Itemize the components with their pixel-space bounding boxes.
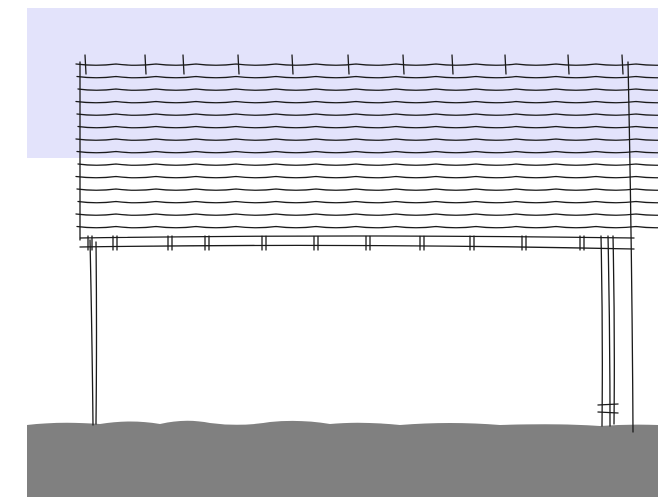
slat [76,188,658,191]
brace [597,403,619,414]
slat [76,150,658,154]
ground [27,420,658,497]
rafter-tick [84,54,87,75]
slat [77,163,658,166]
rafter-tick [144,54,147,75]
slat [75,100,658,104]
rafter-tick [621,54,624,75]
rafter-tick [402,54,405,75]
slat [77,88,658,91]
slat [76,113,658,116]
rafter-tick [182,54,185,75]
rafter-tick [347,54,350,75]
joist [579,235,585,251]
slat [76,225,658,229]
rafter-tick [567,54,570,75]
right-post [600,235,603,427]
beam [79,235,635,250]
right-post [607,235,611,427]
joist [469,235,475,251]
slat [75,138,658,141]
slat [77,125,658,129]
slat [75,213,658,216]
sky [27,8,658,158]
joist [87,235,93,251]
joist [261,235,267,251]
structure [75,54,658,433]
slat [75,63,658,66]
slat [77,200,658,204]
rafter-tick [237,54,240,75]
joist [112,235,118,251]
left-post [89,239,94,426]
joist [419,235,425,251]
rafter-tick [504,54,507,75]
rafter-tick [451,54,454,75]
joist [167,235,173,251]
joist [365,235,371,251]
joist [204,235,210,251]
slat [76,75,658,79]
joist [313,235,319,251]
left-post [95,241,98,425]
slat [75,175,658,179]
rafter-tick [291,54,294,75]
joist [521,235,527,251]
right-post [612,235,615,425]
